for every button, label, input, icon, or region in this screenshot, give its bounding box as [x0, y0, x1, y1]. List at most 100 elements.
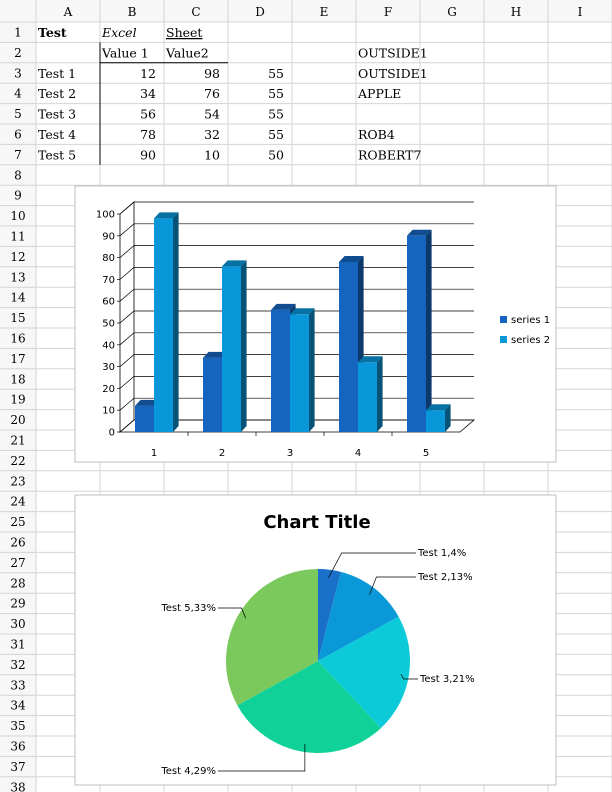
row-header-38[interactable]: 38 — [10, 780, 25, 792]
bar-series-2-cat-4[interactable] — [358, 356, 383, 432]
row-header-6[interactable]: 6 — [14, 128, 22, 142]
row-header-1[interactable]: 1 — [14, 26, 22, 40]
bar-series-2-cat-1[interactable] — [154, 212, 179, 432]
row-header-8[interactable]: 8 — [14, 168, 22, 182]
row-header-5[interactable]: 5 — [14, 107, 22, 121]
row-header-35[interactable]: 35 — [10, 719, 25, 733]
cell-b4[interactable]: 34 — [140, 86, 156, 101]
column-header-d[interactable]: D — [255, 5, 265, 19]
cell-c4[interactable]: 76 — [204, 86, 220, 101]
bar-series-2-cat-5[interactable] — [426, 404, 451, 432]
row-header-7[interactable]: 7 — [14, 148, 22, 162]
row-header-36[interactable]: 36 — [10, 740, 25, 754]
bar-series-2-cat-2[interactable] — [222, 260, 247, 432]
bar-chart-gridline — [119, 201, 474, 215]
cell-a3[interactable]: Test 1 — [38, 66, 76, 81]
pie-slice-test-5[interactable] — [225, 569, 318, 706]
cell-b2[interactable]: Value 1 — [101, 45, 149, 60]
row-header-24[interactable]: 24 — [10, 495, 26, 509]
cell-d5[interactable]: 55 — [268, 107, 284, 122]
pie-slice-test-4[interactable] — [237, 661, 381, 754]
cell-b5[interactable]: 56 — [140, 107, 156, 122]
row-header-34[interactable]: 34 — [10, 699, 26, 713]
row-header-16[interactable]: 16 — [10, 332, 25, 346]
row-header-15[interactable]: 15 — [10, 311, 25, 325]
row-header-2[interactable]: 2 — [14, 46, 22, 60]
column-header-g[interactable]: G — [447, 5, 457, 19]
cell-d3[interactable]: 55 — [268, 66, 284, 81]
legend-label-2: series 2 — [511, 335, 550, 346]
row-header-32[interactable]: 32 — [10, 658, 25, 672]
row-header-25[interactable]: 25 — [10, 515, 25, 529]
row-header-37[interactable]: 37 — [10, 760, 25, 774]
cell-c3[interactable]: 98 — [204, 66, 220, 81]
pie-slice-test-3[interactable] — [318, 616, 411, 729]
cell-c1[interactable]: Sheet — [166, 25, 202, 40]
row-header-10[interactable]: 10 — [10, 209, 25, 223]
row-header-13[interactable]: 13 — [10, 270, 25, 284]
legend-swatch-2 — [500, 336, 507, 343]
row-header-18[interactable]: 18 — [10, 372, 25, 386]
cell-f6[interactable]: ROB4 — [358, 127, 395, 142]
cell-d6[interactable]: 55 — [268, 127, 284, 142]
row-header-31[interactable]: 31 — [10, 638, 25, 652]
row-header-19[interactable]: 19 — [10, 393, 25, 407]
bar-series-2-cat-3[interactable] — [290, 308, 315, 432]
cell-a7[interactable]: Test 5 — [38, 147, 76, 162]
cell-f4[interactable]: APPLE — [357, 86, 401, 101]
row-header-28[interactable]: 28 — [10, 576, 25, 590]
cell-b3[interactable]: 12 — [140, 66, 156, 81]
cell-b6[interactable]: 78 — [140, 127, 156, 142]
cell-f3[interactable]: OUTSIDE1 — [358, 66, 428, 81]
bar-chart-y-tick-70: 70 — [102, 275, 115, 286]
bar-front — [271, 309, 290, 432]
row-header-30[interactable]: 30 — [10, 617, 25, 631]
row-header-11[interactable]: 11 — [10, 230, 25, 244]
row-header-21[interactable]: 21 — [10, 434, 25, 448]
column-header-b[interactable]: B — [128, 5, 137, 19]
pie-slice-test-2[interactable] — [318, 571, 399, 661]
row-header-23[interactable]: 23 — [10, 474, 25, 488]
column-header-h[interactable]: H — [511, 5, 521, 19]
row-header-14[interactable]: 14 — [10, 291, 26, 305]
row-header-29[interactable]: 29 — [10, 597, 25, 611]
row-header-26[interactable]: 26 — [10, 536, 25, 550]
column-header-c[interactable]: C — [191, 5, 200, 19]
pie-slice-test-1[interactable] — [318, 569, 341, 661]
row-header-4[interactable]: 4 — [14, 87, 22, 101]
row-header-33[interactable]: 33 — [10, 678, 25, 692]
cell-d7[interactable]: 50 — [268, 147, 284, 162]
row-header-17[interactable]: 17 — [10, 352, 25, 366]
cell-c6[interactable]: 32 — [204, 127, 220, 142]
cell-b1[interactable]: Excel — [101, 25, 137, 40]
bar-top — [203, 351, 228, 358]
cell-c2[interactable]: Value2 — [165, 45, 209, 60]
cell-c5[interactable]: 54 — [204, 107, 220, 122]
bar-side — [377, 356, 383, 432]
bar-side — [241, 260, 247, 432]
row-header-20[interactable]: 20 — [10, 413, 25, 427]
column-header-f[interactable]: F — [384, 5, 392, 19]
column-header-a[interactable]: A — [63, 5, 73, 19]
cell-f2[interactable]: OUTSIDE1 — [358, 45, 428, 60]
cell-a4[interactable]: Test 2 — [38, 86, 76, 101]
row-header-3[interactable]: 3 — [14, 66, 22, 80]
cell-b7[interactable]: 90 — [140, 147, 156, 162]
cell-c7[interactable]: 10 — [204, 147, 220, 162]
row-header-12[interactable]: 12 — [10, 250, 25, 264]
cell-d4[interactable]: 55 — [268, 86, 284, 101]
bar-series-1-cat-5[interactable] — [407, 229, 432, 432]
pie-label-test-1: Test 1,4% — [417, 548, 466, 559]
row-header-22[interactable]: 22 — [10, 454, 25, 468]
row-header-27[interactable]: 27 — [10, 556, 25, 570]
cell-a5[interactable]: Test 3 — [38, 107, 76, 122]
pie-chart[interactable]: Chart Title Test 1,4% Test 2,13% Test 3,21… — [74, 494, 557, 786]
column-header-e[interactable]: E — [320, 5, 329, 19]
row-header-9[interactable]: 9 — [14, 189, 22, 203]
cell-a6[interactable]: Test 4 — [38, 127, 76, 142]
column-header-i[interactable]: I — [578, 5, 583, 19]
cell-a1[interactable]: Test — [38, 25, 67, 40]
cell-f7[interactable]: ROBERT7 — [358, 147, 421, 162]
